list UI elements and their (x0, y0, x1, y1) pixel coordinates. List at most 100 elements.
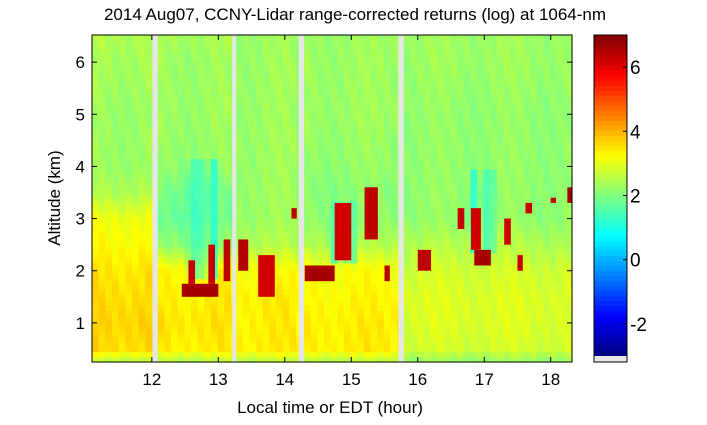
heatmap-cell (503, 174, 511, 181)
heatmap-cell (197, 252, 205, 259)
heatmap-cell (191, 137, 199, 144)
heatmap-cell (204, 346, 212, 353)
heatmap-cell (430, 49, 438, 55)
heatmap-cell (510, 174, 518, 181)
heatmap-cell (310, 153, 318, 160)
heatmap-cell (242, 96, 251, 102)
heatmap-cell (330, 158, 338, 165)
heatmap-cell (249, 54, 257, 61)
heatmap-cell (417, 153, 425, 160)
heatmap-cell (357, 38, 365, 45)
heatmap-cell (191, 304, 199, 311)
heatmap-cell (463, 283, 471, 290)
heatmap-cell (211, 341, 219, 347)
heatmap-cell (543, 231, 551, 238)
heatmap-cell (276, 80, 284, 87)
heatmap-cell (536, 179, 545, 186)
heatmap-cell (543, 80, 551, 87)
heatmap-cell (282, 163, 291, 170)
heatmap-cell (324, 184, 332, 191)
heatmap-cell (363, 106, 372, 113)
heatmap-cell (570, 262, 573, 269)
heatmap-cell (105, 43, 113, 50)
heatmap-cell (556, 335, 564, 342)
heatmap-cell (171, 158, 179, 165)
heatmap-cell (536, 283, 545, 290)
heatmap-cell (217, 69, 225, 76)
heatmap-cell (310, 346, 318, 353)
heatmap-cell (184, 163, 192, 170)
heatmap-cell (92, 236, 100, 243)
heatmap-cell (191, 122, 199, 128)
heatmap-cell (563, 49, 571, 55)
heatmap-cell (397, 278, 399, 285)
heatmap-cell (92, 38, 100, 45)
heatmap-cell (370, 64, 378, 71)
colorbar-segment (594, 75, 627, 81)
heatmap-cell (217, 335, 225, 342)
heatmap-cell (450, 335, 458, 342)
heatmap-cell (483, 268, 491, 274)
heatmap-cell (417, 85, 425, 92)
heatmap-cell (276, 283, 284, 290)
heatmap-cell (224, 137, 232, 144)
heatmap-cell (556, 189, 564, 196)
heatmap-cell (536, 64, 545, 71)
heatmap-cell (543, 288, 551, 295)
heatmap-cell (363, 236, 372, 243)
heatmap-cell (437, 38, 445, 45)
heatmap-cell (164, 247, 172, 254)
heatmap-cell (437, 142, 445, 149)
heatmap-cell (256, 184, 264, 191)
heatmap-cell (184, 106, 192, 113)
colorbar-segment (594, 65, 627, 71)
heatmap-cell (324, 195, 332, 201)
heatmap-cell (397, 273, 399, 280)
heatmap-cell (397, 236, 399, 243)
heatmap-cell (410, 43, 418, 50)
heatmap-cell (536, 90, 545, 97)
heatmap-cell (570, 153, 573, 160)
heatmap-cell (357, 242, 365, 248)
heatmap-cell (211, 325, 219, 332)
heatmap-cell (177, 278, 186, 285)
heatmap-cell (470, 252, 478, 259)
heatmap-cell (324, 179, 332, 186)
heatmap-cell (211, 49, 219, 55)
heatmap-cell (92, 132, 100, 139)
heatmap-cell (483, 283, 491, 290)
heatmap-cell (145, 268, 153, 274)
heatmap-cell (191, 335, 199, 342)
heatmap-cell (177, 35, 186, 40)
heatmap-cell (324, 122, 332, 128)
heatmap-cell (236, 142, 244, 149)
heatmap-cell (111, 341, 120, 347)
heatmap-cell (296, 85, 299, 92)
heatmap-cell (530, 127, 538, 134)
heatmap-cell (105, 210, 113, 217)
x-axis-ticks: 12 13 14 15 16 17 18 (142, 35, 560, 389)
heatmap-cell (450, 351, 458, 358)
heatmap-cell (357, 169, 365, 175)
heatmap-cell (496, 315, 505, 321)
heatmap-cell (249, 205, 257, 212)
heatmap-cell (197, 268, 205, 274)
heatmap-cell (483, 137, 491, 144)
heatmap-cell (550, 54, 558, 61)
heatmap-cell (118, 122, 126, 128)
heatmap-cell (443, 127, 451, 134)
heatmap-cell (463, 43, 471, 50)
heatmap-cell (403, 69, 412, 76)
heatmap-cell (217, 330, 225, 337)
heatmap-cell (242, 90, 251, 97)
heatmap-cell (256, 35, 264, 40)
heatmap-cell (523, 210, 531, 217)
y-tick-label: 6 (76, 53, 85, 72)
heatmap-cell (470, 288, 478, 295)
heatmap-cell (470, 174, 478, 181)
heatmap-cell (523, 174, 531, 181)
heatmap-cell (516, 288, 525, 295)
heatmap-cell (256, 356, 264, 363)
heatmap-cell (262, 127, 271, 134)
heatmap-cell (370, 106, 378, 113)
